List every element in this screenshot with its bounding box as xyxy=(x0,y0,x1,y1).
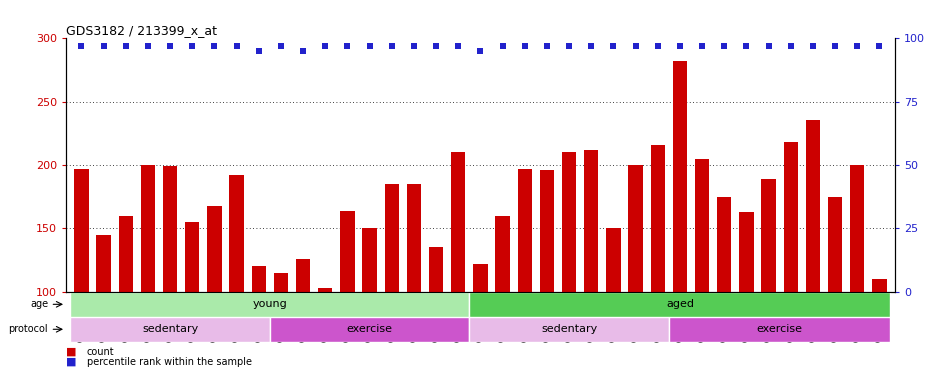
Bar xyxy=(561,152,577,292)
Point xyxy=(827,43,842,49)
Bar xyxy=(407,184,421,292)
Point xyxy=(717,43,732,49)
Bar xyxy=(784,142,798,292)
Point xyxy=(73,43,89,49)
Bar xyxy=(607,228,621,292)
Text: GDS3182 / 213399_x_at: GDS3182 / 213399_x_at xyxy=(66,24,217,37)
Point xyxy=(850,43,865,49)
Point xyxy=(96,43,111,49)
Bar xyxy=(340,211,354,292)
Point xyxy=(252,48,267,54)
Bar xyxy=(540,170,554,292)
Bar xyxy=(274,273,288,292)
Bar xyxy=(669,317,890,342)
Bar xyxy=(384,184,399,292)
Bar xyxy=(517,169,532,292)
Point xyxy=(584,43,599,49)
Bar xyxy=(163,166,177,292)
Bar xyxy=(473,264,488,292)
Text: exercise: exercise xyxy=(347,324,393,334)
Point xyxy=(517,43,532,49)
Point xyxy=(429,43,444,49)
Point xyxy=(229,43,244,49)
Point xyxy=(805,43,820,49)
Text: ■: ■ xyxy=(66,347,76,357)
Bar xyxy=(717,197,731,292)
Point xyxy=(650,43,665,49)
Bar xyxy=(828,197,842,292)
Bar xyxy=(805,119,820,292)
Point xyxy=(783,43,798,49)
Text: aged: aged xyxy=(666,299,694,310)
Text: protocol: protocol xyxy=(8,324,48,334)
Point xyxy=(362,43,377,49)
Bar xyxy=(230,175,244,292)
Point xyxy=(296,48,311,54)
Bar xyxy=(673,61,687,292)
Point xyxy=(540,43,555,49)
Bar xyxy=(96,235,111,292)
Bar xyxy=(761,179,776,292)
Bar xyxy=(363,228,377,292)
Bar xyxy=(651,145,665,292)
Bar xyxy=(584,150,598,292)
Point xyxy=(317,43,333,49)
Point xyxy=(119,43,134,49)
Bar xyxy=(469,317,669,342)
Bar xyxy=(296,259,310,292)
Text: young: young xyxy=(252,299,287,310)
Bar xyxy=(269,317,469,342)
Bar xyxy=(207,206,221,292)
Bar xyxy=(140,165,155,292)
Point xyxy=(761,43,776,49)
Point xyxy=(406,43,421,49)
Bar xyxy=(429,248,444,292)
Text: percentile rank within the sample: percentile rank within the sample xyxy=(87,357,252,367)
Bar xyxy=(71,317,269,342)
Point xyxy=(450,43,465,49)
Bar xyxy=(318,288,333,292)
Bar xyxy=(739,212,754,292)
Point xyxy=(561,43,577,49)
Bar xyxy=(850,165,865,292)
Point xyxy=(628,43,643,49)
Bar xyxy=(695,159,709,292)
Point xyxy=(340,43,355,49)
Point xyxy=(694,43,709,49)
Point xyxy=(140,43,155,49)
Point xyxy=(207,43,222,49)
Point xyxy=(384,43,399,49)
Text: count: count xyxy=(87,347,114,357)
Text: sedentary: sedentary xyxy=(541,324,597,334)
Bar xyxy=(119,216,133,292)
Text: sedentary: sedentary xyxy=(142,324,198,334)
Bar xyxy=(451,152,465,292)
Bar xyxy=(185,222,200,292)
Bar xyxy=(71,292,469,317)
Point xyxy=(673,43,688,49)
Text: exercise: exercise xyxy=(756,324,803,334)
Point xyxy=(185,43,200,49)
Point xyxy=(739,43,754,49)
Bar xyxy=(252,266,266,292)
Point xyxy=(606,43,621,49)
Point xyxy=(273,43,288,49)
Bar xyxy=(74,169,89,292)
Bar xyxy=(495,216,510,292)
Bar xyxy=(628,165,642,292)
Point xyxy=(872,43,887,49)
Point xyxy=(495,43,511,49)
Bar xyxy=(872,279,886,292)
Point xyxy=(163,43,178,49)
Point xyxy=(473,48,488,54)
Text: ■: ■ xyxy=(66,357,76,367)
Bar xyxy=(469,292,890,317)
Text: age: age xyxy=(30,299,48,310)
